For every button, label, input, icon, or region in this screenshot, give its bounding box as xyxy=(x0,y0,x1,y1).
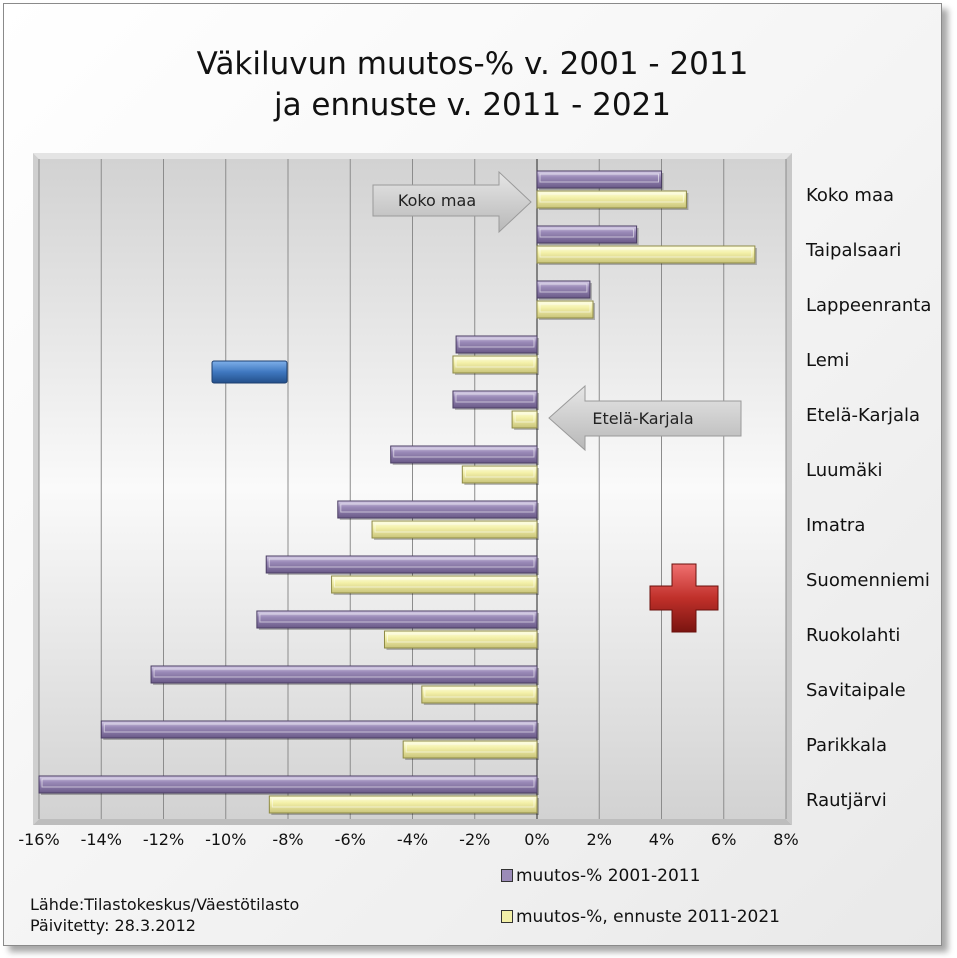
x-tick-label: -4% xyxy=(397,830,428,849)
bar-bevel xyxy=(539,173,659,183)
bar-bevel xyxy=(340,503,535,513)
category-label: Etelä-Karjala xyxy=(806,405,920,426)
chart-title-line-2: ja ennuste v. 2011 - 2021 xyxy=(273,87,672,123)
category-label: Imatra xyxy=(806,515,865,536)
bar-bevel xyxy=(539,228,635,238)
chart-title-line-1: Väkiluvun muutos-% v. 2001 - 2011 xyxy=(196,46,749,82)
bar-series-2 xyxy=(331,575,538,594)
bar-series-2 xyxy=(268,795,538,814)
bar-bevel xyxy=(374,523,535,533)
bar-series-1 xyxy=(390,445,538,464)
legend-label-series-2: muutos-%, ennuste 2011-2021 xyxy=(516,907,780,927)
bar-series-1 xyxy=(265,555,538,574)
category-label: Rautjärvi xyxy=(806,790,887,811)
category-label: Parikkala xyxy=(806,735,887,756)
bar-series-1 xyxy=(38,775,538,794)
bar-chart: -16% -14% -12% -10% -8% -6% -4% -2% 0% 2% 4% 6% 8% K… xyxy=(18,153,931,849)
chart-frame: Väkiluvun muutos-% v. 2001 - 2011 ja enn… xyxy=(3,3,942,946)
category-label: Taipalsaari xyxy=(805,240,901,261)
source-line: Lähde:Tilastokeskus/Väestötilasto xyxy=(30,895,300,914)
bar-series-1 xyxy=(455,335,538,354)
legend-series-1: muutos-% 2001-2011 xyxy=(501,866,700,886)
category-label: Lemi xyxy=(806,350,849,371)
bar-bevel xyxy=(405,743,535,753)
callout-arrow-koko-maa xyxy=(372,170,532,234)
x-tick-label: -8% xyxy=(272,830,303,849)
category-label: Lappeenranta xyxy=(806,295,931,316)
legend-swatch-series-1 xyxy=(501,869,513,882)
bar-bevel xyxy=(103,723,535,733)
bar-series-2 xyxy=(461,465,538,484)
bar-bevel xyxy=(455,358,535,368)
bar-bevel xyxy=(393,448,535,458)
bar-series-1 xyxy=(536,225,638,244)
bar-bevel xyxy=(386,633,535,643)
bar-bevel xyxy=(514,413,535,423)
x-tick-label: -2% xyxy=(459,830,490,849)
category-label: Suomenniemi xyxy=(806,570,930,591)
bar-bevel xyxy=(458,338,535,348)
bar-series-2 xyxy=(402,740,538,759)
x-tick-label: -16% xyxy=(18,830,59,849)
bar-bevel xyxy=(539,248,753,258)
bar-bevel xyxy=(153,668,535,678)
bar-series-1 xyxy=(452,390,538,409)
legend-series-2: muutos-%, ennuste 2011-2021 xyxy=(501,907,780,927)
red-plus-shape xyxy=(649,563,719,633)
bar-bevel xyxy=(268,558,535,568)
bar-bevel xyxy=(455,393,535,403)
bar-series-2 xyxy=(511,410,538,429)
plot-bevel-left xyxy=(33,153,39,825)
blue-minus-shape xyxy=(211,360,288,384)
x-tick-label: 4% xyxy=(649,830,674,849)
category-label: Luumäki xyxy=(806,460,883,481)
bar-bevel xyxy=(539,283,588,293)
category-label: Ruokolahti xyxy=(806,625,900,646)
bar-series-2 xyxy=(383,630,538,649)
bar-bevel xyxy=(464,468,535,478)
bar-series-2 xyxy=(536,300,594,319)
bar-bevel xyxy=(271,798,535,808)
bar-series-1 xyxy=(337,500,538,519)
x-tick-label: 6% xyxy=(711,830,736,849)
bar-series-1 xyxy=(536,280,591,299)
x-tick-label: 8% xyxy=(773,830,798,849)
updated-line: Päivitetty: 28.3.2012 xyxy=(30,916,196,935)
bar-bevel xyxy=(539,303,591,313)
plot-bevel-bottom xyxy=(33,819,792,825)
bar-bevel xyxy=(41,778,535,788)
bar-bevel xyxy=(259,613,535,623)
legend-swatch-series-2 xyxy=(501,910,513,923)
callout-label-etela-karjala: Etelä-Karjala xyxy=(592,409,693,428)
x-tick-label: 2% xyxy=(587,830,612,849)
plot-bevel-right xyxy=(786,153,792,825)
bar-bevel xyxy=(424,688,535,698)
bar-series-1 xyxy=(150,665,538,684)
callout-label-koko-maa: Koko maa xyxy=(398,191,476,210)
bar-series-2 xyxy=(421,685,538,704)
bar-series-2 xyxy=(536,245,756,264)
bar-bevel xyxy=(539,193,684,203)
legend-label-series-1: muutos-% 2001-2011 xyxy=(516,866,701,886)
category-label: Koko maa xyxy=(806,185,894,206)
bar-series-1 xyxy=(100,720,538,739)
bar-series-2 xyxy=(452,355,538,374)
callout-arrow-etela-karjala xyxy=(548,384,742,452)
bar-series-1 xyxy=(256,610,538,629)
x-tick-label: -10% xyxy=(205,830,246,849)
x-tick-label: 0% xyxy=(524,830,549,849)
bar-series-2 xyxy=(371,520,538,539)
x-tick-label: -12% xyxy=(143,830,184,849)
bar-series-2 xyxy=(536,190,687,209)
plot-bevel-top xyxy=(33,153,792,159)
category-label: Savitaipale xyxy=(806,680,906,701)
bar-bevel xyxy=(334,578,535,588)
bar-series-1 xyxy=(536,170,662,189)
x-tick-label: -14% xyxy=(81,830,122,849)
x-tick-label: -6% xyxy=(335,830,366,849)
